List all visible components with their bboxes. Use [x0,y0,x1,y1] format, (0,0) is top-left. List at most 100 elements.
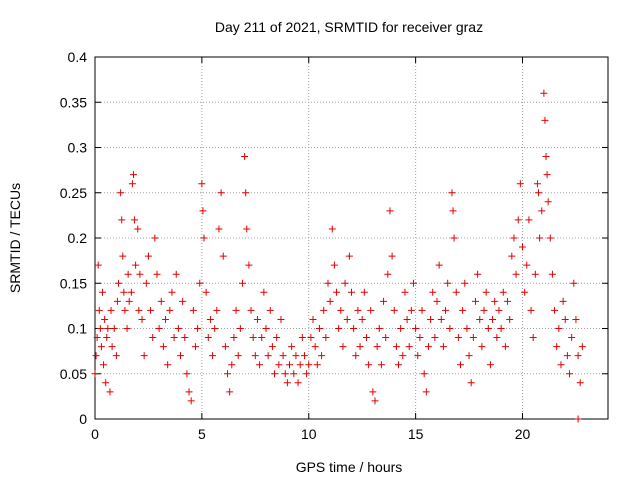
data-point [491,297,499,305]
y-tick-label: 0.1 [68,321,88,337]
data-point [294,379,302,387]
data-point [174,325,182,332]
data-point [236,325,244,332]
data-point [127,288,135,296]
data-point [256,361,264,369]
data-point [543,171,551,179]
data-point [226,388,234,396]
data-point [551,306,559,314]
data-point [147,306,155,314]
x-tick-label: 5 [198,426,206,442]
data-point [108,343,116,351]
data-point [444,279,452,287]
data-point [196,279,204,287]
data-point [217,189,225,197]
data-point [253,315,261,323]
data-point [548,270,556,278]
data-point [132,261,140,269]
data-point [454,334,462,342]
data-point [303,370,311,378]
data-point [533,180,541,188]
data-point [459,306,467,314]
data-point [380,297,388,305]
data-point [544,198,552,206]
data-point [102,379,110,387]
data-point [322,334,330,342]
data-point [497,325,505,332]
data-point [373,343,381,351]
data-point [315,325,323,332]
data-point [179,297,187,305]
data-point [486,361,494,369]
data-point [324,279,332,287]
data-point [95,306,103,314]
data-point [330,261,338,269]
chart-title: Day 211 of 2021, SRMTID for receiver gra… [215,19,483,35]
data-point [559,297,567,305]
data-point [416,334,424,342]
data-point [142,279,150,287]
data-point [307,334,315,342]
data-point [185,388,193,396]
data-point [159,343,167,351]
data-point [495,306,503,314]
data-point [215,225,223,233]
data-point [121,306,129,314]
data-point [392,343,400,351]
data-point [540,89,548,97]
data-point [341,279,349,287]
data-point [345,252,353,260]
data-point [501,343,509,351]
data-point [388,252,396,260]
data-point [104,325,112,332]
data-point [228,361,236,369]
data-point [110,325,118,332]
data-point [420,370,428,378]
data-point [243,225,251,233]
data-point [305,361,313,369]
data-point [266,306,274,314]
data-point [251,352,259,360]
data-point [199,207,207,215]
x-tick-label: 15 [408,426,424,442]
data-point [157,297,165,305]
data-point [397,325,405,332]
data-point [516,180,524,188]
data-point [286,361,294,369]
data-point [328,225,336,233]
data-point [465,352,473,360]
data-point [138,315,146,323]
data-point [92,352,100,360]
data-point [115,279,123,287]
data-point [120,288,128,296]
data-point [348,288,355,296]
axis-ticks: 0 0.05 0.1 0.15 0.2 0.25 0.3 0.35 0.4 0 5 10 15 20 [60,49,608,442]
data-point [279,352,287,360]
data-point [469,334,477,342]
data-point [191,343,199,351]
data-point [427,315,435,323]
data-point [124,270,132,278]
data-point [318,352,326,360]
data-point [449,207,457,215]
data-point [514,216,522,224]
data-point [98,288,106,296]
data-point [198,180,206,188]
data-point [377,361,385,369]
x-tick-label: 10 [301,426,317,442]
data-point [401,288,409,296]
data-point [298,334,306,342]
data-point [242,189,250,197]
data-point [245,261,253,269]
data-point [170,334,178,342]
data-point [512,270,520,278]
data-point [117,189,125,197]
data-point [343,315,351,323]
data-point [260,288,268,296]
data-point [352,352,360,360]
data-point [162,315,170,323]
data-point [358,315,366,323]
y-tick-label: 0 [79,411,87,427]
data-point [194,325,202,332]
data-point [546,234,554,242]
